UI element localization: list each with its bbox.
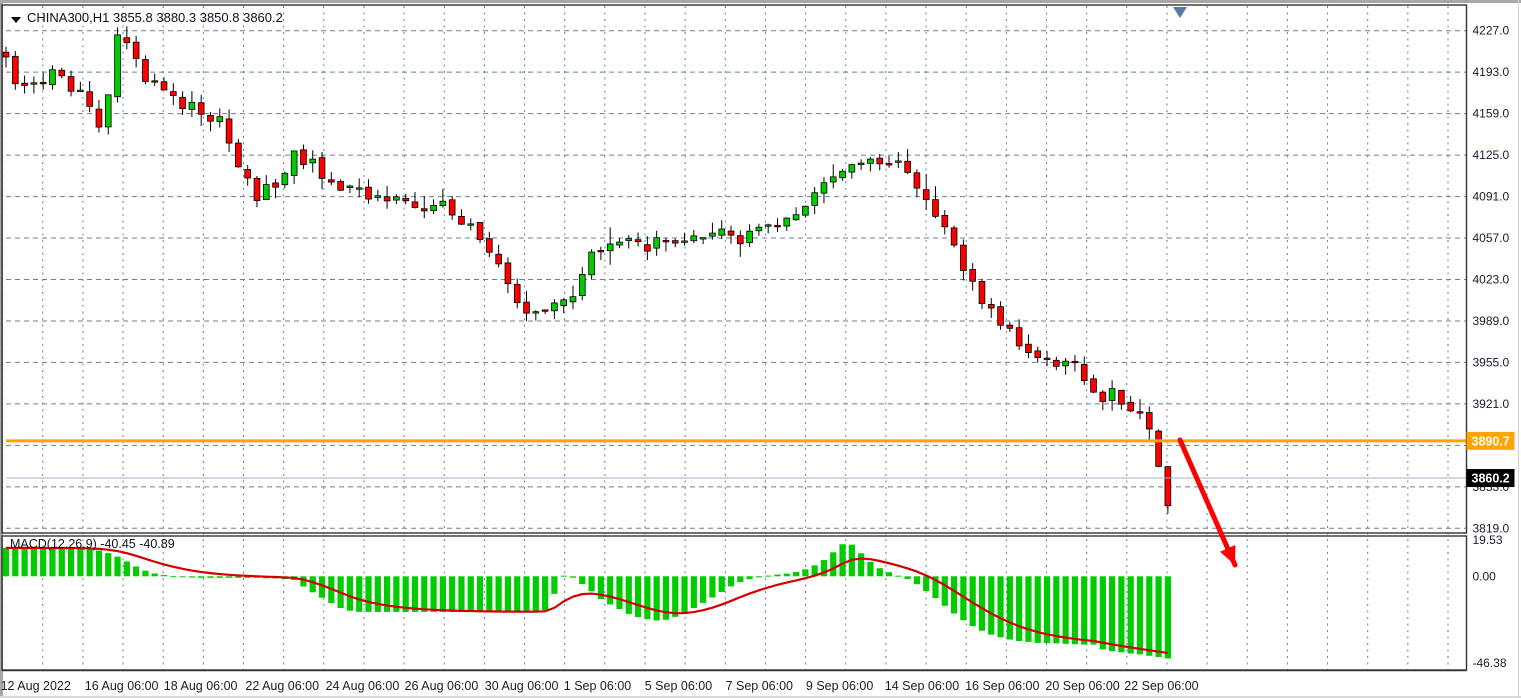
svg-text:CHINA300,H1 3855.8 3880.3 385: CHINA300,H1 3855.8 3880.3 3850.8 3860.2 [27, 10, 283, 25]
svg-text:1 Sep 06:00: 1 Sep 06:00 [564, 679, 631, 693]
svg-text:9 Sep 06:00: 9 Sep 06:00 [806, 679, 873, 693]
svg-text:3890.7: 3890.7 [1472, 434, 1510, 448]
svg-text:30 Aug 06:00: 30 Aug 06:00 [485, 679, 559, 693]
svg-text:4159.0: 4159.0 [1473, 107, 1510, 121]
svg-text:7 Sep 06:00: 7 Sep 06:00 [726, 679, 793, 693]
svg-text:3921.0: 3921.0 [1473, 397, 1510, 411]
svg-text:3989.0: 3989.0 [1473, 314, 1510, 328]
svg-text:-46.38: -46.38 [1473, 656, 1507, 670]
svg-text:0.00: 0.00 [1473, 569, 1497, 583]
svg-text:14 Sep 06:00: 14 Sep 06:00 [885, 679, 959, 693]
svg-text:3955.0: 3955.0 [1473, 355, 1510, 369]
svg-text:4091.0: 4091.0 [1473, 190, 1510, 204]
svg-text:3860.2: 3860.2 [1472, 472, 1510, 486]
svg-text:26 Aug 06:00: 26 Aug 06:00 [405, 679, 479, 693]
svg-text:18 Aug 06:00: 18 Aug 06:00 [164, 679, 238, 693]
svg-text:4023.0: 4023.0 [1473, 273, 1510, 287]
svg-text:19.53: 19.53 [1473, 533, 1503, 547]
svg-text:4193.0: 4193.0 [1473, 65, 1510, 79]
svg-text:22 Sep 06:00: 22 Sep 06:00 [1124, 679, 1198, 693]
svg-text:24 Aug 06:00: 24 Aug 06:00 [326, 679, 400, 693]
svg-text:12 Aug 2022: 12 Aug 2022 [1, 679, 71, 693]
svg-text:20 Sep 06:00: 20 Sep 06:00 [1045, 679, 1119, 693]
svg-text:22 Aug 06:00: 22 Aug 06:00 [245, 679, 319, 693]
svg-text:16 Sep 06:00: 16 Sep 06:00 [965, 679, 1039, 693]
svg-text:MACD(12,26,9) -40.45 -40.89: MACD(12,26,9) -40.45 -40.89 [10, 537, 175, 551]
svg-text:5 Sep 06:00: 5 Sep 06:00 [645, 679, 712, 693]
svg-text:4227.0: 4227.0 [1473, 24, 1510, 38]
svg-text:16 Aug 06:00: 16 Aug 06:00 [85, 679, 159, 693]
svg-text:4057.0: 4057.0 [1473, 231, 1510, 245]
svg-text:4125.0: 4125.0 [1473, 148, 1510, 162]
